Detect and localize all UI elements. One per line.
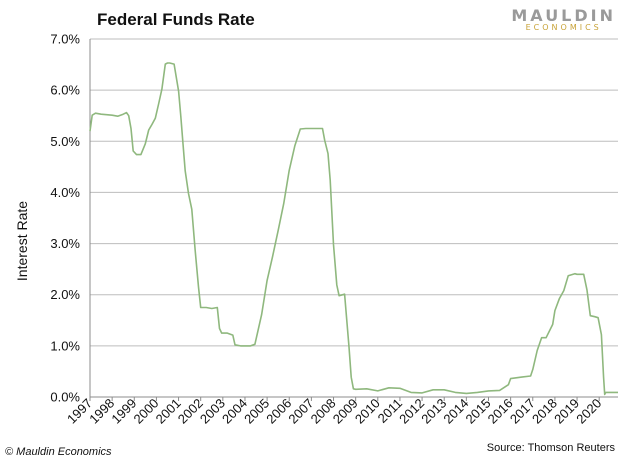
x-tick-labels: 1997199819992000200120022003200420052006… — [64, 396, 604, 427]
series-line-federal-funds-rate — [89, 62, 618, 396]
y-tick-label: 1.0% — [50, 338, 80, 353]
copyright-text: © Mauldin Economics — [5, 446, 112, 458]
y-tick-label: 0.0% — [50, 390, 80, 405]
y-tick-label: 4.0% — [50, 185, 80, 200]
chart-title: Federal Funds Rate — [97, 10, 255, 29]
y-tick-label: 5.0% — [50, 134, 80, 149]
y-tick-label: 3.0% — [50, 236, 80, 251]
y-axis-label: Interest Rate — [14, 201, 30, 281]
y-tick-labels: 0.0% 1.0% 2.0% 3.0% 4.0% 5.0% 6.0% 7.0% — [50, 32, 80, 405]
y-tick-label: 2.0% — [50, 287, 80, 302]
y-tick-label: 6.0% — [50, 83, 80, 98]
y-tick-label: 7.0% — [50, 32, 80, 47]
mauldin-logo: MAULDIN ECONOMICS — [511, 6, 616, 32]
logo-main-text: MAULDIN — [511, 6, 616, 25]
logo-sub-text: ECONOMICS — [525, 23, 602, 32]
source-note: Source: Thomson Reuters — [486, 442, 615, 454]
